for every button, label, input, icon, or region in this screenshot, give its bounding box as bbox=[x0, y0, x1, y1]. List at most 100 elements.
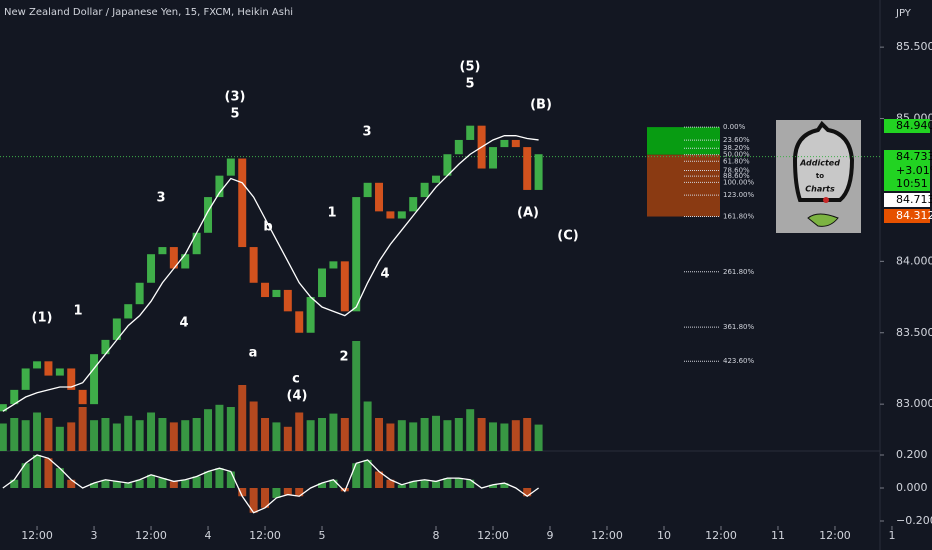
volume-bar bbox=[420, 418, 429, 451]
wave-label: (B) bbox=[530, 98, 552, 113]
candle-body bbox=[340, 261, 349, 312]
wave-label: (4) bbox=[287, 389, 308, 404]
x-tick-label: 4 bbox=[205, 529, 212, 542]
y-tick-label: 85.500 bbox=[896, 40, 932, 53]
volume-bar bbox=[340, 418, 349, 451]
candle-body bbox=[363, 182, 372, 198]
candle-body bbox=[215, 175, 224, 198]
oscillator-bar bbox=[386, 479, 395, 488]
price-label: 84.940 bbox=[896, 119, 932, 132]
volume-bar bbox=[181, 420, 190, 451]
price-label: 10:51 bbox=[896, 177, 928, 190]
candle-body bbox=[397, 211, 406, 219]
price-label: 84.733 bbox=[896, 150, 932, 163]
volume-bar bbox=[511, 420, 520, 451]
oscillator-bar bbox=[21, 463, 30, 488]
volume-bar bbox=[283, 426, 292, 451]
wave-label: (C) bbox=[557, 229, 578, 244]
oscillator-bar bbox=[169, 481, 178, 488]
fib-label: 88.60% bbox=[723, 172, 750, 180]
candle-body bbox=[375, 182, 384, 212]
volume-bar bbox=[363, 401, 372, 451]
volume-bar bbox=[306, 420, 315, 451]
candle-body bbox=[534, 154, 543, 190]
candle-body bbox=[192, 232, 201, 255]
oscillator-bar bbox=[238, 488, 247, 497]
oscillator-bar bbox=[466, 479, 475, 488]
wave-label: b bbox=[263, 220, 272, 235]
candle-body bbox=[10, 389, 19, 405]
fib-label: 261.80% bbox=[723, 268, 754, 276]
volume-bar bbox=[477, 418, 486, 451]
volume-bar bbox=[169, 422, 178, 451]
oscillator-bar bbox=[226, 471, 235, 488]
oscillator-bar bbox=[44, 458, 53, 488]
oscillator-bar bbox=[318, 483, 327, 488]
logo-text: Addicted bbox=[799, 159, 840, 168]
x-tick-label: 11 bbox=[771, 529, 785, 542]
volume-bar bbox=[101, 418, 110, 451]
volume-bar bbox=[295, 412, 304, 451]
candle-body bbox=[318, 268, 327, 298]
candle-body bbox=[0, 404, 7, 412]
fib-zone-red bbox=[647, 154, 720, 217]
volume-bar bbox=[192, 418, 201, 451]
wave-label: (1) bbox=[32, 311, 53, 326]
candle-body bbox=[511, 139, 520, 148]
volume-bar bbox=[112, 423, 121, 451]
volume-bar bbox=[523, 418, 532, 451]
x-tick-label: 12:00 bbox=[249, 529, 281, 542]
fib-label: 0.00% bbox=[723, 123, 746, 131]
x-tick-label: 12:00 bbox=[21, 529, 53, 542]
oscillator-bar bbox=[489, 484, 497, 488]
oscillator-bar bbox=[409, 481, 418, 488]
x-tick-label: 12:00 bbox=[135, 529, 167, 542]
logo-text: to bbox=[816, 172, 824, 180]
fib-label: 100.00% bbox=[723, 178, 754, 186]
wave-label: 1 bbox=[327, 206, 336, 221]
volume-bar bbox=[397, 420, 406, 451]
volume-bar bbox=[261, 418, 270, 451]
candle-body bbox=[181, 254, 190, 269]
oscillator-bar bbox=[261, 488, 270, 508]
candle-body bbox=[306, 297, 315, 333]
logo-drop bbox=[823, 197, 829, 203]
x-tick-label: 10 bbox=[657, 529, 671, 542]
candle-body bbox=[409, 197, 418, 212]
y-tick-label: 83.500 bbox=[896, 326, 932, 339]
candle-body bbox=[454, 139, 463, 155]
price-label: +3.01% bbox=[896, 164, 932, 177]
y-tick-label: 83.000 bbox=[896, 397, 932, 410]
candle-body bbox=[432, 175, 440, 183]
oscillator-bar bbox=[135, 479, 144, 488]
logo-text: Charts bbox=[805, 185, 835, 194]
volume-bar bbox=[44, 418, 53, 451]
volume-bar bbox=[489, 422, 497, 451]
price-label: 84.713 bbox=[896, 193, 932, 206]
candle-body bbox=[420, 182, 429, 198]
oscillator-bar bbox=[158, 478, 167, 488]
volume-bar bbox=[78, 407, 87, 451]
oscillator-bar bbox=[523, 488, 532, 497]
wave-label: a bbox=[249, 346, 258, 361]
volume-bar bbox=[204, 409, 213, 451]
wave-label: 1 bbox=[73, 304, 82, 319]
price-label-bg bbox=[884, 119, 930, 133]
x-tick-label: 12:00 bbox=[705, 529, 737, 542]
candle-body bbox=[169, 247, 178, 269]
wave-label: (A) bbox=[517, 206, 539, 221]
oscillator-bar bbox=[10, 479, 19, 488]
candle-body bbox=[329, 261, 338, 269]
volume-bar bbox=[158, 418, 167, 451]
volume-bar bbox=[500, 423, 509, 451]
oscillator-bar bbox=[295, 488, 304, 497]
volume-bar bbox=[124, 415, 133, 451]
candle-body bbox=[33, 361, 42, 369]
candle-body bbox=[101, 339, 110, 355]
logo: Addicted to Charts bbox=[776, 120, 861, 233]
volume-bar bbox=[0, 423, 7, 451]
price-label-bg bbox=[884, 177, 930, 191]
volume-bar bbox=[249, 401, 258, 451]
volume-bar bbox=[272, 422, 281, 451]
candle-body bbox=[466, 125, 475, 140]
